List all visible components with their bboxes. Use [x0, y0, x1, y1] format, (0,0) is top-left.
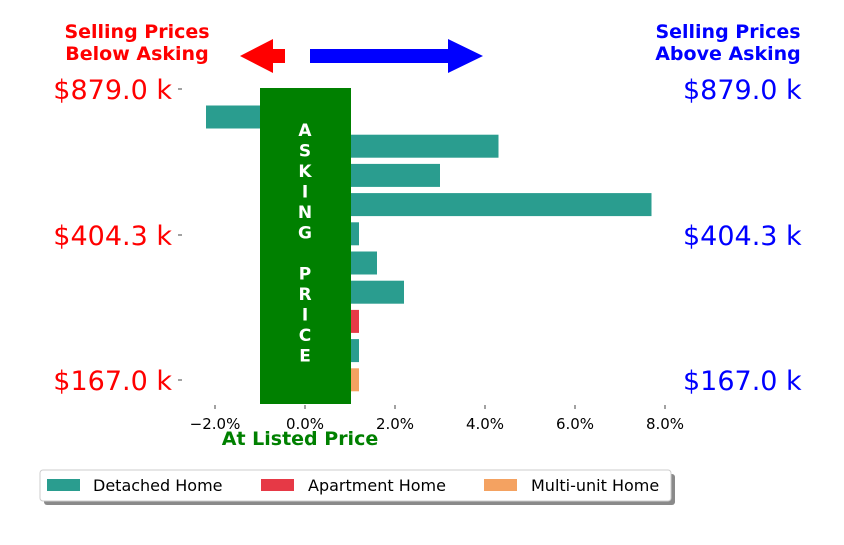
bar-2	[305, 134, 499, 158]
band-letter-4: I	[302, 183, 308, 203]
right-arrow-icon	[310, 39, 483, 73]
legend-label-multiunit: Multi-unit Home	[531, 476, 659, 495]
legend-box	[39, 469, 672, 502]
band-letter-10: I	[302, 306, 308, 326]
legend-label-apartment: Apartment Home	[308, 476, 446, 495]
y-tick-label-left-bottom: $167.0 k	[53, 366, 172, 397]
band-letter-11: C	[299, 326, 311, 346]
x-tick-label-6: 8.0%	[646, 415, 684, 433]
legend-label-detached: Detached Home	[93, 476, 223, 495]
x-axis-ticks: −2.0% 0.0% 2.0% 4.0% 6.0% 8.0%	[190, 405, 684, 433]
asking-price-band	[260, 88, 351, 404]
x-tick-label-5: 6.0%	[556, 415, 594, 433]
above-asking-label-line2: Above Asking	[655, 43, 801, 65]
legend-swatch-multiunit	[484, 479, 517, 491]
x-axis-label: At Listed Price	[222, 428, 378, 450]
y-tick-label-left-top: $879.0 k	[53, 75, 172, 106]
band-letter-5: N	[298, 203, 312, 223]
band-letter-12: E	[299, 347, 311, 367]
x-tick-label-4: 4.0%	[466, 415, 504, 433]
legend-swatch-detached	[47, 479, 80, 491]
above-asking-label-line1: Selling Prices	[655, 21, 800, 43]
left-arrow-icon	[240, 39, 285, 73]
y-tick-label-right-top: $879.0 k	[683, 75, 802, 106]
band-letter-2: S	[299, 142, 311, 162]
legend-swatch-apartment	[261, 479, 294, 491]
band-letter-6: G	[298, 224, 312, 244]
band-letter-3: K	[298, 162, 312, 182]
band-letter-9: R	[298, 285, 311, 305]
x-tick-label-2: 0.0%	[286, 415, 324, 433]
y-tick-label-right-bottom: $167.0 k	[683, 366, 802, 397]
below-asking-label-line1: Selling Prices	[64, 21, 209, 43]
x-tick-label-3: 2.0%	[376, 415, 414, 433]
band-letter-8: P	[299, 265, 311, 285]
y-tick-label-right-middle: $404.3 k	[683, 221, 802, 252]
y-tick-label-left-middle: $404.3 k	[53, 221, 172, 252]
below-asking-label-line2: Below Asking	[65, 43, 208, 65]
band-letter-1: A	[298, 121, 312, 141]
x-tick-label-1: −2.0%	[190, 415, 241, 433]
bar-4	[305, 193, 652, 217]
